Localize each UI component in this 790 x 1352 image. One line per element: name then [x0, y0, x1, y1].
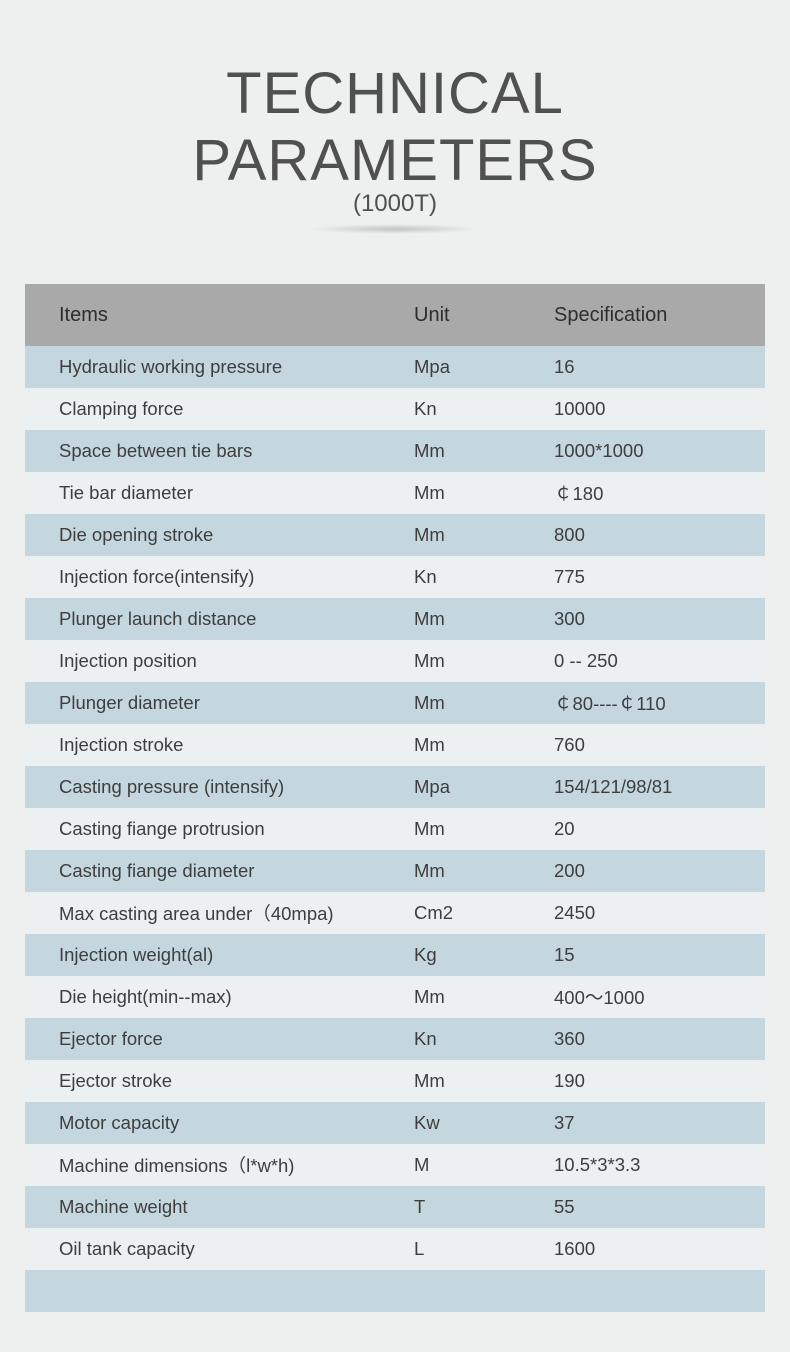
table-row: Tie bar diameterMm￠180 — [25, 472, 765, 514]
cell-item: Die opening stroke — [59, 524, 414, 546]
cell-spec: 1600 — [554, 1238, 765, 1260]
title-block: TECHNICAL PARAMETERS (1000T) — [25, 60, 765, 234]
table-row: Injection strokeMm760 — [25, 724, 765, 766]
table-row: Die height(min--max)Mm400～1000 — [25, 976, 765, 1018]
cell-spec: 55 — [554, 1196, 765, 1218]
cell-spec: 2450 — [554, 902, 765, 924]
cell-spec: 154/121/98/81 — [554, 776, 765, 798]
cell-spec: 400～1000 — [554, 984, 765, 1010]
cell-spec: 20 — [554, 818, 765, 840]
cell-unit: Mm — [414, 692, 554, 714]
table-row: Clamping forceKn10000 — [25, 388, 765, 430]
cell-item: Hydraulic working pressure — [59, 356, 414, 378]
table-row: Motor capacityKw37 — [25, 1102, 765, 1144]
cell-unit: Mm — [414, 734, 554, 756]
cell-unit: L — [414, 1238, 554, 1260]
cell-unit: Mm — [414, 524, 554, 546]
cell-spec: 800 — [554, 524, 765, 546]
page: TECHNICAL PARAMETERS (1000T) Items Unit … — [0, 0, 790, 1352]
cell-unit: Mm — [414, 650, 554, 672]
cell-unit: Mm — [414, 818, 554, 840]
cell-unit: T — [414, 1196, 554, 1218]
title-divider-shadow — [310, 224, 480, 234]
cell-spec: 0 -- 250 — [554, 650, 765, 672]
cell-unit: M — [414, 1154, 554, 1176]
cell-unit: Mpa — [414, 356, 554, 378]
table-row: Plunger launch distanceMm300 — [25, 598, 765, 640]
table-row: Casting fiange protrusionMm20 — [25, 808, 765, 850]
cell-unit: Mm — [414, 482, 554, 504]
cell-unit: Mm — [414, 860, 554, 882]
cell-spec: 10.5*3*3.3 — [554, 1154, 765, 1176]
cell-item: Casting pressure (intensify) — [59, 776, 414, 798]
page-subtitle: (1000T) — [25, 190, 765, 218]
cell-item: Injection force(intensify) — [59, 566, 414, 588]
cell-item: Casting fiange diameter — [59, 860, 414, 882]
cell-spec: 760 — [554, 734, 765, 756]
cell-spec: 37 — [554, 1112, 765, 1134]
cell-spec: 10000 — [554, 398, 765, 420]
cell-item: Oil tank capacity — [59, 1238, 414, 1260]
cell-unit: Mm — [414, 986, 554, 1008]
table-footer-row — [25, 1270, 765, 1312]
table-row: Hydraulic working pressureMpa16 — [25, 346, 765, 388]
cell-item: Injection position — [59, 650, 414, 672]
cell-spec: 200 — [554, 860, 765, 882]
cell-item: Injection weight(al) — [59, 944, 414, 966]
cell-unit: Kn — [414, 398, 554, 420]
cell-item: Casting fiange protrusion — [59, 818, 414, 840]
cell-item: Space between tie bars — [59, 440, 414, 462]
table-row: Ejector forceKn360 — [25, 1018, 765, 1060]
cell-unit: Mpa — [414, 776, 554, 798]
table-row: Max casting area under（40mpa)Cm22450 — [25, 892, 765, 934]
page-title: TECHNICAL PARAMETERS — [25, 60, 765, 194]
cell-item: Plunger diameter — [59, 692, 414, 714]
table-row: Casting pressure (intensify)Mpa154/121/9… — [25, 766, 765, 808]
col-header-unit: Unit — [414, 304, 554, 327]
cell-spec: 1000*1000 — [554, 440, 765, 462]
table-row: Machine weightT55 — [25, 1186, 765, 1228]
table-row: Oil tank capacityL1600 — [25, 1228, 765, 1270]
cell-spec: 15 — [554, 944, 765, 966]
cell-spec: 300 — [554, 608, 765, 630]
cell-unit: Cm2 — [414, 902, 554, 924]
cell-item: Plunger launch distance — [59, 608, 414, 630]
table-row: Injection force(intensify)Kn775 — [25, 556, 765, 598]
table-row: Injection weight(al)Kg15 — [25, 934, 765, 976]
cell-unit: Mm — [414, 440, 554, 462]
cell-unit: Kn — [414, 1028, 554, 1050]
table-row: Machine dimensions（l*w*h)M10.5*3*3.3 — [25, 1144, 765, 1186]
cell-spec: 775 — [554, 566, 765, 588]
cell-item: Ejector force — [59, 1028, 414, 1050]
table-header-row: Items Unit Specification — [25, 284, 765, 346]
cell-item: Machine weight — [59, 1196, 414, 1218]
table-row: Ejector strokeMm190 — [25, 1060, 765, 1102]
cell-item: Clamping force — [59, 398, 414, 420]
cell-unit: Kw — [414, 1112, 554, 1134]
cell-unit: Mm — [414, 608, 554, 630]
cell-spec: 16 — [554, 356, 765, 378]
table-row: Die opening strokeMm800 — [25, 514, 765, 556]
cell-item: Machine dimensions（l*w*h) — [59, 1152, 414, 1178]
col-header-items: Items — [59, 304, 414, 327]
cell-spec: ￠80----￠110 — [554, 690, 765, 716]
cell-item: Ejector stroke — [59, 1070, 414, 1092]
parameters-table: Items Unit Specification Hydraulic worki… — [25, 284, 765, 1312]
cell-spec: 190 — [554, 1070, 765, 1092]
table-row: Plunger diameterMm￠80----￠110 — [25, 682, 765, 724]
cell-item: Tie bar diameter — [59, 482, 414, 504]
cell-spec: 360 — [554, 1028, 765, 1050]
cell-item: Injection stroke — [59, 734, 414, 756]
table-row: Injection positionMm0 -- 250 — [25, 640, 765, 682]
cell-item: Motor capacity — [59, 1112, 414, 1134]
cell-item: Max casting area under（40mpa) — [59, 900, 414, 926]
table-row: Casting fiange diameterMm200 — [25, 850, 765, 892]
table-row: Space between tie barsMm1000*1000 — [25, 430, 765, 472]
cell-item: Die height(min--max) — [59, 986, 414, 1008]
cell-unit: Mm — [414, 1070, 554, 1092]
cell-unit: Kg — [414, 944, 554, 966]
col-header-spec: Specification — [554, 304, 765, 327]
cell-spec: ￠180 — [554, 480, 765, 506]
cell-unit: Kn — [414, 566, 554, 588]
